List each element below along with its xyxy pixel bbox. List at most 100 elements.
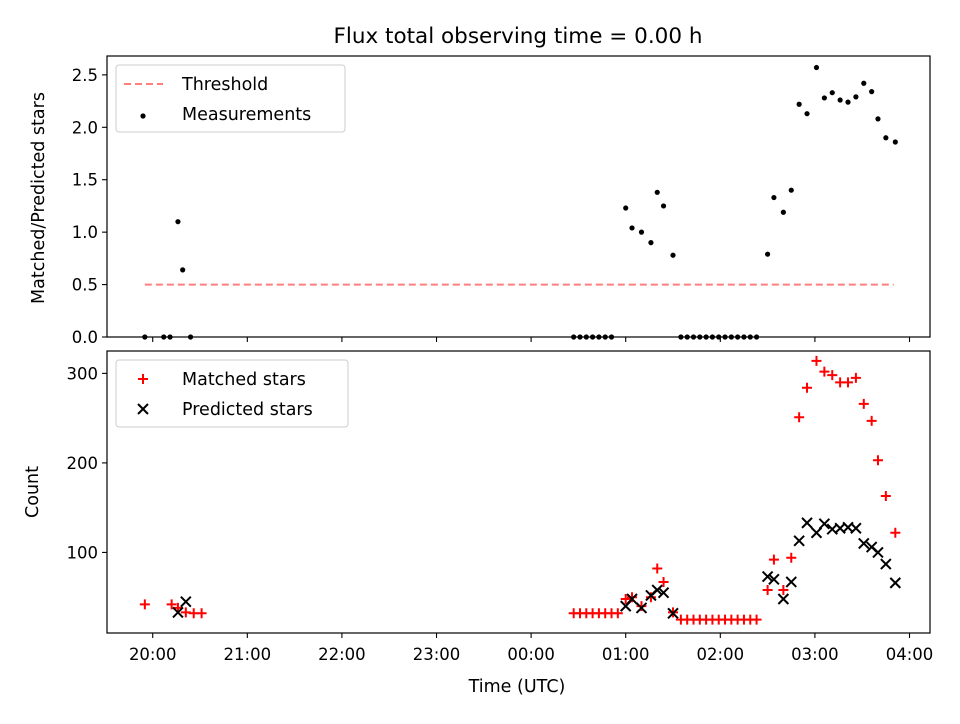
data-point — [866, 415, 877, 426]
data-point — [697, 334, 703, 340]
legend-marker — [140, 113, 146, 119]
data-point — [741, 334, 747, 340]
data-point — [785, 576, 797, 588]
x-tick-label: 21:00 — [224, 645, 272, 664]
data-point — [804, 111, 810, 117]
data-point — [821, 95, 827, 101]
x-tick-label: 00:00 — [507, 645, 555, 664]
data-point — [187, 334, 194, 340]
data-point — [660, 203, 667, 209]
data-point — [845, 99, 851, 105]
data-point — [728, 334, 734, 340]
data-point — [777, 593, 790, 605]
data-point — [709, 334, 716, 340]
data-point — [670, 252, 676, 258]
data-point — [167, 334, 173, 340]
data-point — [883, 135, 889, 141]
data-point — [583, 334, 589, 340]
data-point — [853, 94, 859, 100]
y-tick-label: 2.0 — [72, 118, 98, 137]
data-point — [762, 585, 773, 596]
data-point — [793, 535, 805, 547]
y-tick-label: 200 — [67, 454, 99, 473]
data-point — [638, 229, 645, 235]
data-point — [801, 517, 813, 529]
series-measurements — [142, 64, 898, 340]
data-point — [802, 382, 813, 393]
x-tick-label: 01:00 — [602, 645, 650, 664]
data-point — [843, 377, 854, 388]
plot-frame — [106, 55, 931, 338]
series-matched-stars — [139, 355, 901, 625]
data-point — [652, 563, 663, 574]
legend-label: Matched stars — [182, 370, 306, 390]
x-tick-label: 03:00 — [791, 645, 839, 664]
data-point — [667, 607, 679, 620]
bottom-y-axis-label: Count — [23, 466, 43, 518]
data-point — [161, 334, 167, 340]
data-point — [768, 554, 779, 565]
data-point — [722, 334, 728, 340]
legend-label: Threshold — [181, 75, 268, 95]
x-tick-label: 02:00 — [697, 645, 745, 664]
data-point — [861, 80, 867, 86]
data-point — [180, 595, 192, 608]
x-tick-label: 22:00 — [318, 645, 366, 664]
data-point — [684, 334, 690, 340]
data-point — [872, 455, 883, 466]
data-point — [175, 219, 181, 225]
data-point — [142, 334, 148, 340]
data-point — [166, 599, 177, 610]
data-point — [629, 225, 635, 231]
y-tick-label: 300 — [67, 364, 99, 383]
data-point — [788, 187, 794, 193]
bottom-panel: 20:00 21:00 22:00 23:00 00:00 01:00 02:00 03:00… — [67, 350, 934, 664]
legend: Threshold Measurements — [115, 64, 346, 133]
data-point — [880, 558, 892, 570]
data-point — [571, 334, 577, 340]
data-point — [811, 355, 822, 366]
y-tick-label: 1.5 — [72, 171, 98, 190]
y-tick-label: 100 — [67, 543, 99, 562]
data-point — [753, 334, 760, 340]
data-point — [796, 101, 802, 107]
data-point — [786, 552, 797, 563]
data-point — [577, 334, 583, 340]
data-point — [889, 577, 902, 589]
data-point — [827, 370, 838, 381]
data-point — [858, 398, 869, 409]
plot-frame — [106, 350, 931, 634]
legend-marker — [137, 403, 149, 415]
data-point — [810, 527, 823, 539]
y-tick-label: 1.0 — [72, 223, 98, 242]
data-point — [651, 584, 663, 596]
data-point — [590, 334, 596, 340]
data-point — [761, 570, 774, 583]
data-point — [196, 608, 207, 619]
legend-label: Predicted stars — [182, 400, 313, 420]
data-point — [608, 334, 615, 340]
data-point — [880, 491, 891, 502]
legend: Matched stars Predicted stars — [115, 359, 349, 428]
data-point — [635, 602, 648, 614]
legend-label: Measurements — [182, 105, 311, 125]
data-point — [139, 599, 150, 610]
data-point — [172, 606, 184, 619]
data-point — [768, 573, 780, 585]
data-point — [869, 89, 875, 95]
data-point — [658, 576, 669, 587]
x-tick-label: 20:00 — [129, 645, 177, 664]
data-point — [780, 209, 786, 215]
data-point — [751, 614, 762, 625]
top-y-axis-label: Matched/Predicted stars — [29, 92, 49, 304]
legend-box — [115, 359, 349, 428]
data-point — [771, 194, 777, 201]
data-point — [612, 608, 623, 619]
data-point — [778, 585, 789, 596]
data-point — [818, 518, 831, 530]
data-point — [648, 240, 654, 246]
data-point — [735, 334, 741, 340]
x-tick-label: 04:00 — [886, 645, 934, 664]
